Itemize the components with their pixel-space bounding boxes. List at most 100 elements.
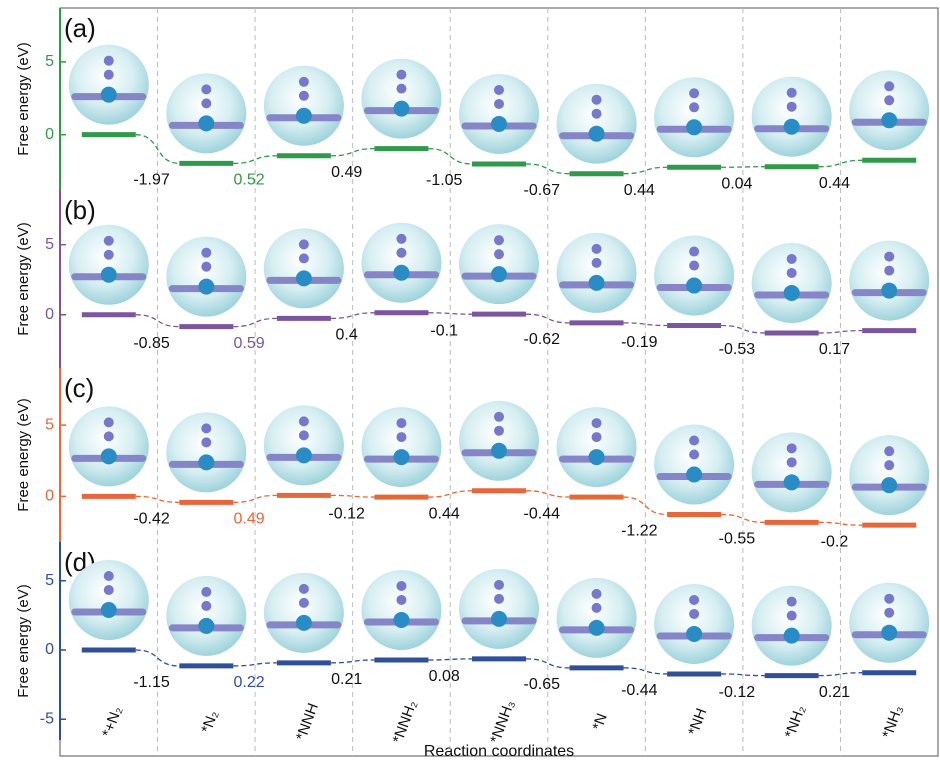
step-energy-label: -1.97 bbox=[133, 172, 170, 189]
structure-image bbox=[201, 84, 211, 94]
structure-image bbox=[494, 85, 504, 95]
x-tick-label: *NH₃ bbox=[879, 703, 906, 740]
connector bbox=[721, 167, 765, 168]
structure-image bbox=[589, 275, 605, 291]
structure-image bbox=[296, 270, 312, 286]
x-tick-label: *N₂ bbox=[198, 708, 222, 735]
step-energy-label: 0.21 bbox=[819, 684, 850, 701]
step-energy-label: -0.44 bbox=[621, 682, 658, 699]
structure-image bbox=[104, 236, 114, 246]
step-energy-label: 0.08 bbox=[429, 668, 460, 685]
structure-image bbox=[201, 423, 211, 433]
page: {"chart_data": [ {"type": "energy-profil… bbox=[0, 0, 940, 766]
structure-image bbox=[689, 102, 699, 112]
structure-image bbox=[689, 435, 699, 445]
structure-image bbox=[296, 615, 312, 631]
structure-image bbox=[491, 266, 507, 282]
structure-image bbox=[494, 249, 504, 259]
structure-image bbox=[784, 628, 800, 644]
structure-image bbox=[686, 626, 702, 642]
structure-image bbox=[884, 252, 894, 262]
y-tick-label: 0 bbox=[45, 488, 54, 505]
structure-image bbox=[686, 119, 702, 135]
structure-image bbox=[396, 432, 406, 442]
x-tick-label: *NNH bbox=[293, 701, 322, 743]
step-energy-label: -0.12 bbox=[328, 505, 365, 522]
step-energy-label: -0.53 bbox=[719, 341, 756, 358]
structure-image bbox=[884, 608, 894, 618]
structure-image bbox=[884, 594, 894, 604]
structure-image bbox=[784, 474, 800, 490]
structure-image bbox=[589, 126, 605, 142]
structure-image bbox=[592, 589, 602, 599]
structure-image bbox=[592, 418, 602, 428]
structure-image bbox=[396, 234, 406, 244]
structure-image bbox=[592, 109, 602, 119]
y-tick-label: 0 bbox=[45, 306, 54, 323]
structure-image bbox=[787, 457, 797, 467]
structure-image bbox=[198, 618, 214, 634]
x-tick-label: *NH bbox=[685, 706, 710, 738]
step-energy-label: 0.44 bbox=[819, 175, 850, 192]
y-axis-title: Free energy (eV) bbox=[15, 42, 32, 155]
structure-image bbox=[201, 437, 211, 447]
step-energy-label: -0.19 bbox=[621, 334, 658, 351]
structure-image bbox=[494, 580, 504, 590]
structure-image bbox=[881, 625, 897, 641]
structure-image bbox=[787, 88, 797, 98]
structure-image bbox=[689, 247, 699, 257]
y-tick-label: 5 bbox=[45, 53, 54, 70]
structure-image bbox=[494, 426, 504, 436]
structure-image bbox=[396, 84, 406, 94]
step-energy-label: -0.85 bbox=[133, 335, 170, 352]
structure-image bbox=[592, 244, 602, 254]
structure-image bbox=[881, 283, 897, 299]
step-energy-label: -0.62 bbox=[524, 331, 561, 348]
structure-image bbox=[299, 239, 309, 249]
structure-image bbox=[296, 447, 312, 463]
step-energy-label: -0.55 bbox=[719, 531, 756, 548]
structure-image bbox=[201, 98, 211, 108]
structure-image bbox=[104, 250, 114, 260]
structure-image bbox=[689, 449, 699, 459]
structure-image bbox=[787, 102, 797, 112]
structure-image bbox=[396, 581, 406, 591]
structure-image bbox=[884, 446, 894, 456]
step-energy-label: -0.2 bbox=[821, 533, 849, 550]
structure-image bbox=[592, 95, 602, 105]
step-energy-label: -0.12 bbox=[719, 684, 756, 701]
structure-image bbox=[201, 262, 211, 272]
step-energy-label: -0.44 bbox=[524, 505, 561, 522]
y-tick-label: 0 bbox=[45, 126, 54, 143]
structure-image bbox=[787, 443, 797, 453]
chart: Reaction coordinates (a)Free energy (eV)… bbox=[0, 0, 940, 766]
step-energy-label: -0.42 bbox=[133, 511, 170, 528]
step-energy-label: -0.1 bbox=[430, 322, 458, 339]
connector bbox=[624, 497, 668, 514]
step-energy-label: 0.4 bbox=[336, 327, 358, 344]
structure-image bbox=[299, 416, 309, 426]
structure-image bbox=[589, 620, 605, 636]
structure-image bbox=[393, 101, 409, 117]
panel-label: (c) bbox=[64, 373, 94, 403]
structure-image bbox=[787, 597, 797, 607]
structure-image bbox=[396, 248, 406, 258]
x-tick-label: *N bbox=[589, 711, 611, 732]
structure-image bbox=[299, 91, 309, 101]
x-tick-label: *+N₂ bbox=[99, 704, 126, 739]
structure-image bbox=[104, 70, 114, 80]
structure-image bbox=[299, 253, 309, 263]
y-axis-title: Free energy (eV) bbox=[15, 222, 32, 335]
structure-image bbox=[787, 254, 797, 264]
connector bbox=[428, 313, 472, 314]
y-tick-label: 0 bbox=[45, 641, 54, 658]
structure-image bbox=[491, 443, 507, 459]
structure-image bbox=[881, 112, 897, 128]
structure-image bbox=[592, 603, 602, 613]
structure-image bbox=[201, 248, 211, 258]
structure-image bbox=[787, 611, 797, 621]
structure-image bbox=[393, 449, 409, 465]
step-energy-label: 0.44 bbox=[429, 505, 460, 522]
y-tick-label: 5 bbox=[45, 416, 54, 433]
x-tick-label: *NNH₂ bbox=[389, 698, 420, 745]
